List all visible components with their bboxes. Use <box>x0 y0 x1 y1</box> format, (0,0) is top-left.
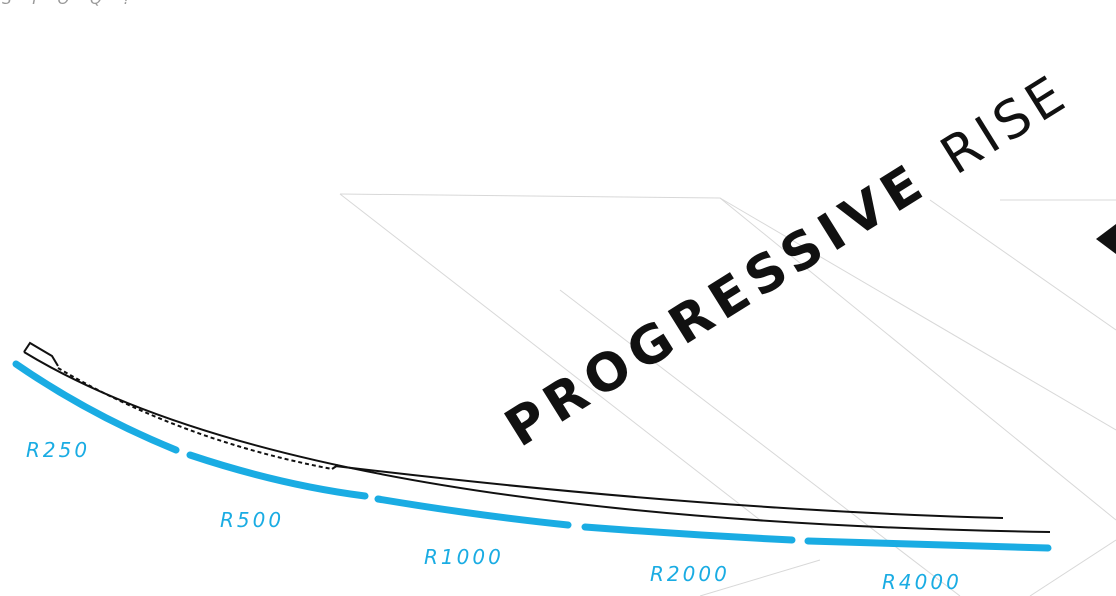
title-group: PROGRESSIVE RISE <box>495 63 1079 459</box>
radius-segment-r1000 <box>374 495 572 529</box>
radius-label-r2000: R2000 <box>650 562 730 586</box>
radius-segment-r4000 <box>804 537 1052 552</box>
radius-segment-r2000 <box>581 523 796 544</box>
radius-label-r250: R250 <box>26 438 90 462</box>
grid-line <box>339 193 1116 521</box>
arrowhead-icon <box>1096 224 1116 254</box>
grid-line <box>929 199 1116 331</box>
top-text-fragment: S I O Q ? <box>2 0 139 8</box>
diagram-title: PROGRESSIVE RISE <box>495 63 1079 459</box>
track-inner-edge <box>334 465 1004 519</box>
grid-line <box>339 193 761 521</box>
background-grid <box>339 193 1116 596</box>
track-dashed-edge <box>57 367 333 470</box>
radius-segment-r250 <box>12 360 180 454</box>
track-joint <box>331 464 339 470</box>
radius-segment-r500 <box>186 451 369 500</box>
title-light-word: RISE <box>931 63 1079 187</box>
grid-line <box>699 559 821 596</box>
title-bold-word: PROGRESSIVE <box>495 151 938 459</box>
grid-line <box>1029 539 1116 596</box>
radius-label-r4000: R4000 <box>882 570 962 594</box>
radius-segments <box>12 360 1052 552</box>
radius-label-r1000: R1000 <box>424 545 504 569</box>
track-step <box>23 341 59 367</box>
radius-label-r500: R500 <box>220 508 284 532</box>
grid-line <box>719 197 1116 431</box>
